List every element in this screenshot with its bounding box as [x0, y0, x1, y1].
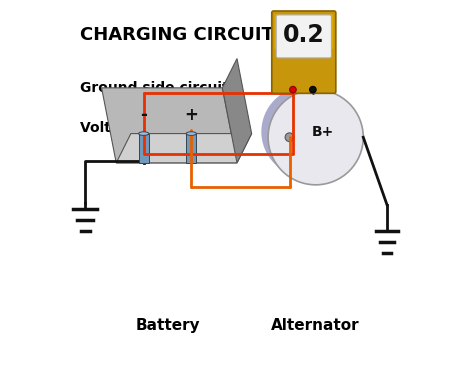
Ellipse shape — [186, 132, 196, 135]
FancyBboxPatch shape — [272, 11, 336, 93]
Polygon shape — [116, 134, 252, 163]
Circle shape — [261, 86, 352, 177]
Circle shape — [310, 86, 316, 93]
Ellipse shape — [138, 132, 149, 135]
Text: Voltage drop test: Voltage drop test — [80, 122, 216, 135]
Text: B+: B+ — [312, 125, 334, 139]
Text: +: + — [184, 106, 198, 124]
Text: -: - — [140, 106, 147, 124]
Polygon shape — [186, 134, 196, 163]
FancyBboxPatch shape — [276, 15, 331, 58]
Text: Ground side circuit: Ground side circuit — [80, 81, 228, 95]
Circle shape — [290, 86, 296, 93]
Text: 0.2: 0.2 — [283, 23, 325, 47]
Polygon shape — [222, 59, 252, 163]
Polygon shape — [138, 134, 149, 163]
Text: Alternator: Alternator — [272, 318, 360, 333]
Polygon shape — [101, 88, 237, 163]
Text: Battery: Battery — [135, 318, 200, 333]
Text: CHARGING CIRCUIT: CHARGING CIRCUIT — [80, 26, 273, 44]
Circle shape — [285, 133, 294, 142]
FancyBboxPatch shape — [274, 14, 333, 49]
Circle shape — [268, 90, 363, 185]
